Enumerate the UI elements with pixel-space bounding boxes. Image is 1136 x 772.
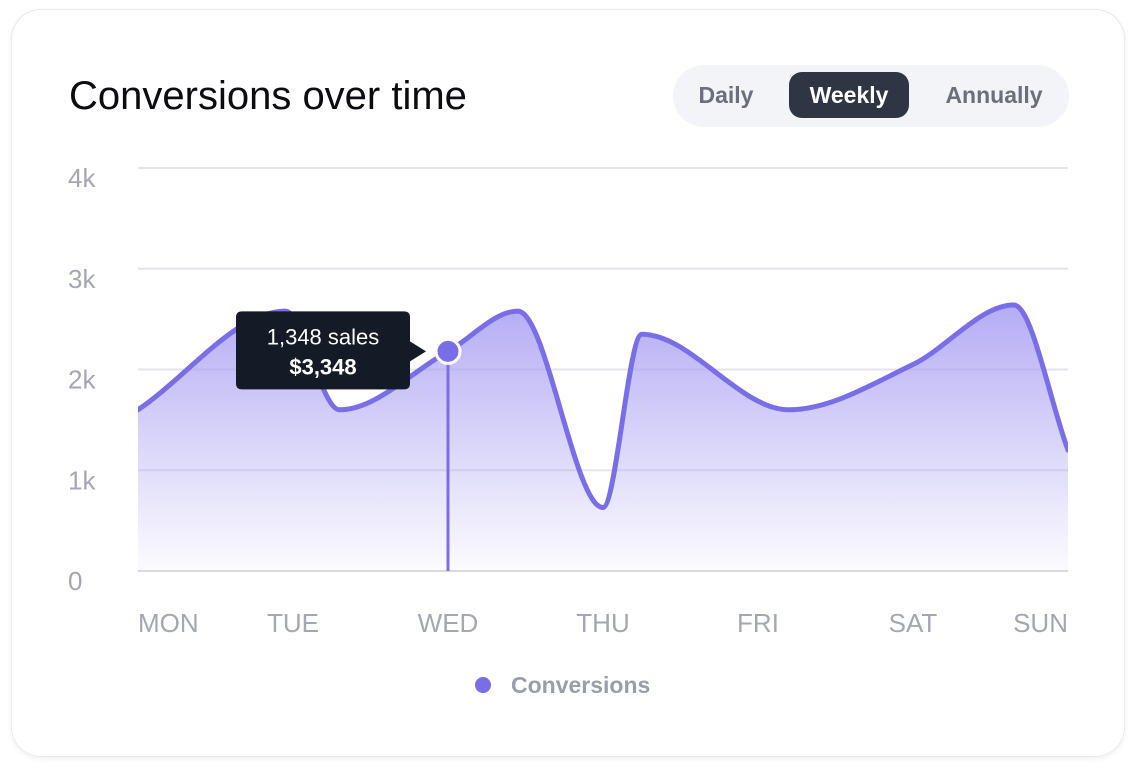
tooltip-box (236, 311, 426, 390)
hover-point[interactable] (434, 337, 462, 365)
data-tooltip: 1,348 sales $3,348 (236, 311, 426, 390)
chart-title: Conversions over time (69, 74, 467, 118)
x-tick-label: SUN (1013, 608, 1068, 638)
legend: Conversions (475, 672, 650, 698)
time-range-toggle: Daily Weekly Annually (673, 65, 1069, 127)
x-tick-label: TUE (267, 608, 319, 638)
y-axis: 0 1k 2k 3k 4k (68, 163, 96, 596)
y-tick-label: 3k (68, 264, 96, 294)
tooltip-sales: 1,348 sales (267, 324, 380, 349)
x-tick-label: SAT (889, 608, 938, 638)
toggle-weekly-button[interactable]: Weekly (789, 72, 909, 118)
legend-label-conversions[interactable]: Conversions (511, 672, 650, 698)
conversions-area (138, 305, 1068, 571)
x-tick-label: WED (418, 608, 479, 638)
tooltip-revenue: $3,348 (289, 354, 356, 379)
toggle-daily-button[interactable]: Daily (687, 72, 765, 118)
y-tick-label: 4k (68, 163, 96, 193)
toggle-annually-button[interactable]: Annually (935, 72, 1053, 118)
y-tick-label: 0 (68, 566, 82, 596)
x-tick-label: THU (576, 608, 629, 638)
x-tick-label: FRI (737, 608, 779, 638)
x-axis: MON TUE WED THU FRI SAT SUN (138, 608, 1068, 638)
x-tick-label: MON (138, 608, 199, 638)
legend-marker-icon (475, 677, 491, 693)
y-tick-label: 2k (68, 365, 96, 395)
y-tick-label: 1k (68, 465, 96, 495)
